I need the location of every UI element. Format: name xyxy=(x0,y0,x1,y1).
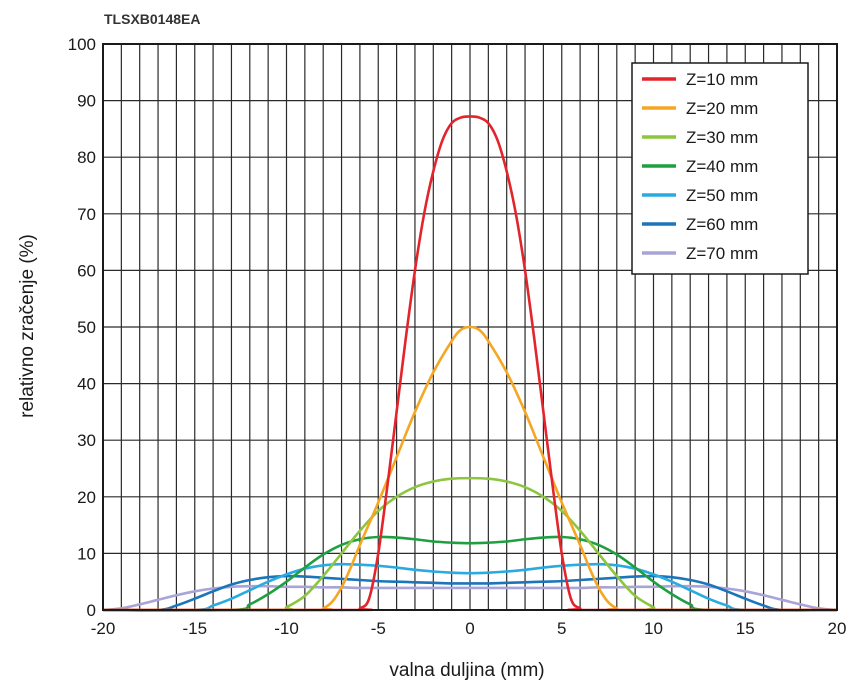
x-tick-label: 15 xyxy=(736,619,755,638)
series-lines xyxy=(102,115,838,612)
series-line-z-20-mm xyxy=(102,325,838,612)
x-tick-label: -20 xyxy=(91,619,116,638)
x-tick-label: 10 xyxy=(644,619,663,638)
x-tick-label: 0 xyxy=(465,619,474,638)
series-line-z-60-mm xyxy=(102,574,838,612)
legend-label: Z=30 mm xyxy=(686,128,758,147)
legend-label: Z=50 mm xyxy=(686,186,758,205)
y-tick-label: 90 xyxy=(77,92,96,111)
x-tick-label: 5 xyxy=(557,619,566,638)
legend-label: Z=10 mm xyxy=(686,70,758,89)
series-line-z-50-mm xyxy=(102,562,838,612)
y-tick-label: 70 xyxy=(77,205,96,224)
y-tick-label: 20 xyxy=(77,488,96,507)
y-tick-label: 40 xyxy=(77,375,96,394)
y-tick-label: 50 xyxy=(77,318,96,337)
series-line-z-10-mm xyxy=(102,115,838,612)
x-tick-labels: -20 -15 -10 -5 0 5 10 15 20 xyxy=(91,619,847,638)
x-tick-label: -15 xyxy=(182,619,207,638)
y-tick-labels: 0 10 20 30 40 50 60 70 80 90 100 xyxy=(68,35,96,620)
series-line-z-40-mm xyxy=(102,535,838,612)
x-tick-label: -5 xyxy=(371,619,386,638)
grid xyxy=(102,43,838,611)
legend-label: Z=20 mm xyxy=(686,99,758,118)
y-tick-label: 60 xyxy=(77,261,96,280)
y-tick-label: 80 xyxy=(77,148,96,167)
y-axis-title: relativno zračenje (%) xyxy=(17,234,38,418)
figure-code-label: TLSXB0148EA xyxy=(104,11,200,27)
x-tick-label: -10 xyxy=(274,619,299,638)
y-tick-label: 100 xyxy=(68,35,96,54)
legend: Z=10 mm Z=20 mm Z=30 mm Z=40 mm Z=50 mm Z=60 … xyxy=(631,62,809,275)
series-line-z-30-mm xyxy=(102,476,838,612)
y-tick-label: 10 xyxy=(77,544,96,563)
legend-label: Z=40 mm xyxy=(686,157,758,176)
legend-label: Z=60 mm xyxy=(686,215,758,234)
y-tick-label: 30 xyxy=(77,431,96,450)
x-tick-label: 20 xyxy=(828,619,847,638)
y-tick-label: 0 xyxy=(87,601,96,620)
x-axis-title: valna duljina (mm) xyxy=(389,660,544,681)
legend-label: Z=70 mm xyxy=(686,244,758,263)
plot-frame xyxy=(102,43,838,611)
legend-box xyxy=(631,62,809,275)
